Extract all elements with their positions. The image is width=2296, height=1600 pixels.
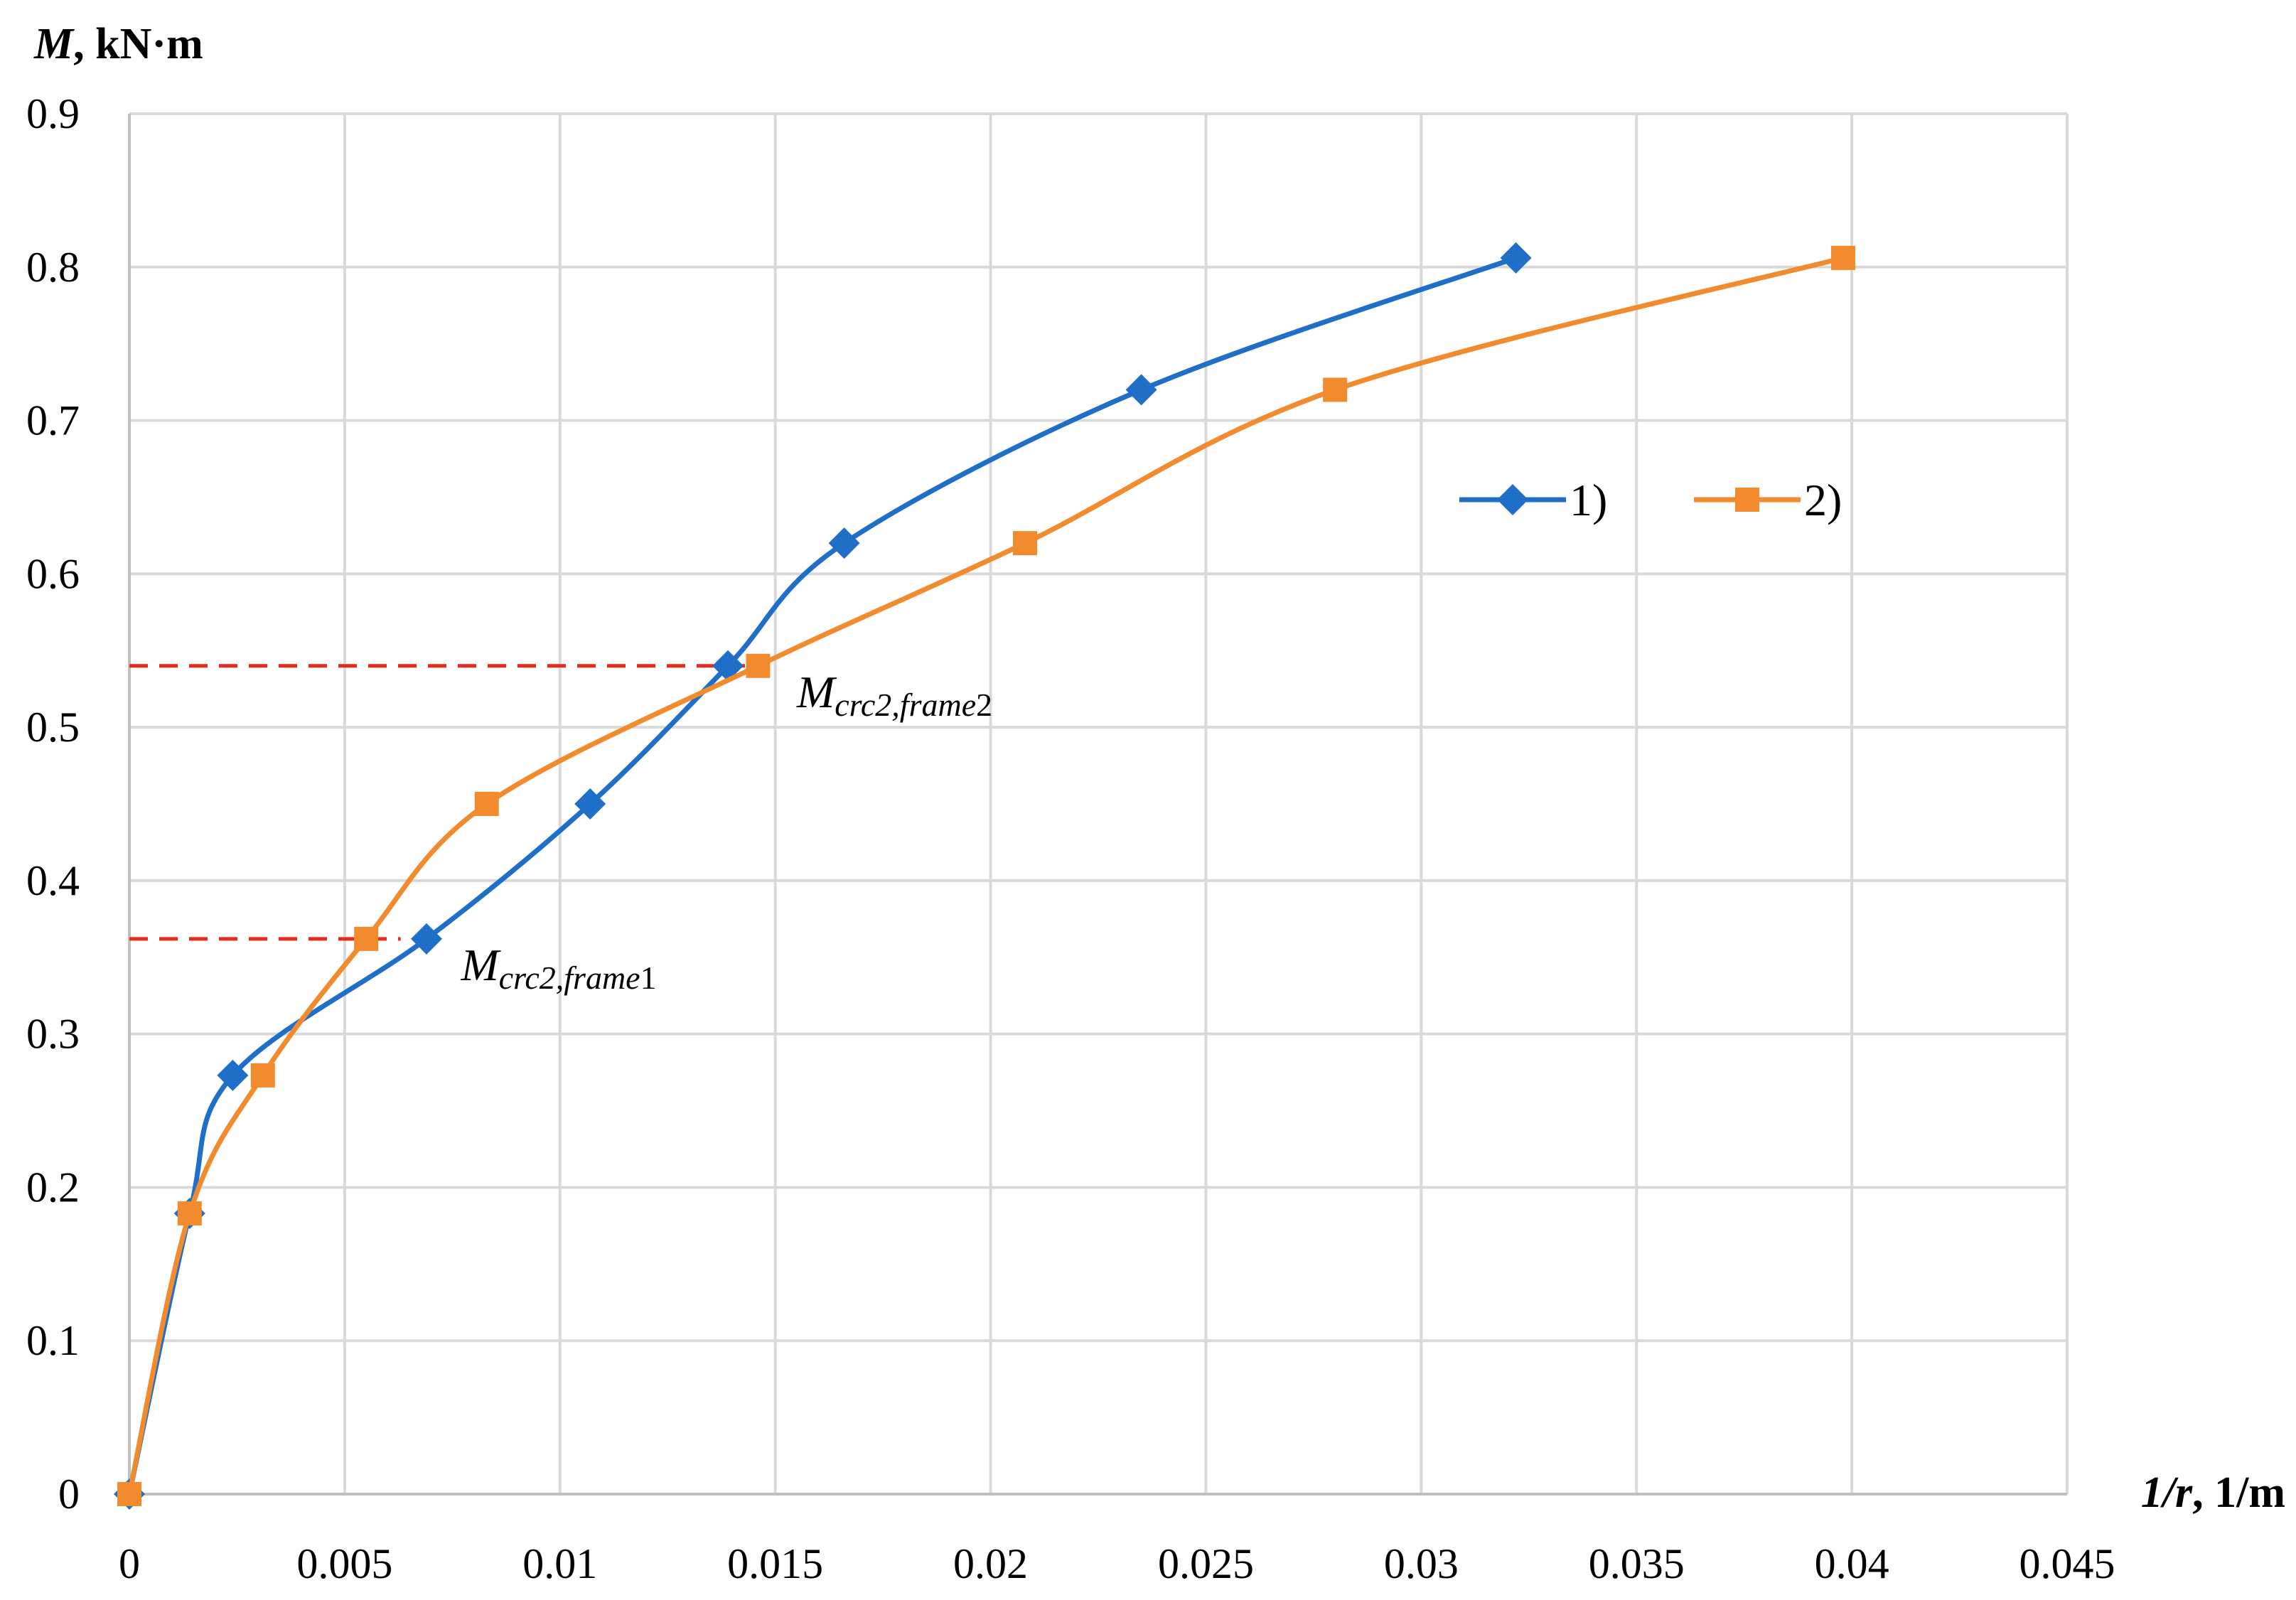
y-tick-label-1: 0.1 xyxy=(26,1317,80,1364)
series-1-line xyxy=(127,255,1517,1495)
tick-labels: 0 0.005 0.01 0.015 0.02 0.025 0.03 0.035 0.04 0.0… xyxy=(26,90,2115,1587)
x-tick-label-6: 0.03 xyxy=(1384,1540,1459,1587)
reference-lines xyxy=(129,664,758,941)
series-2-point-7 xyxy=(1323,377,1348,402)
y-tick-label-4: 0.4 xyxy=(26,857,80,904)
x-tick-label-5: 0.025 xyxy=(1158,1540,1254,1587)
series-1-point-4 xyxy=(574,788,606,820)
series-2-point-1 xyxy=(177,1201,202,1226)
y-tick-label-8: 0.8 xyxy=(26,244,80,291)
series-2-line xyxy=(127,255,1844,1495)
x-axis-title: 1/r, 1/m xyxy=(2141,1469,2285,1517)
annotation-2: Mcrc2,frame2 xyxy=(796,667,992,723)
axes xyxy=(128,114,2067,1496)
series-1-point-8 xyxy=(1500,242,1532,274)
y-tick-label-5: 0.5 xyxy=(26,704,80,751)
series-2-point-6 xyxy=(1013,531,1038,556)
y-tick-label-9: 0.9 xyxy=(26,90,80,137)
annotations: Mcrc2,frame1 Mcrc2,frame2 xyxy=(460,667,992,996)
y-tick-label-2: 0.2 xyxy=(26,1164,80,1210)
annotation-1: Mcrc2,frame1 xyxy=(460,940,656,996)
y-axis-title-italic: M xyxy=(33,20,75,68)
x-tick-label-3: 0.015 xyxy=(727,1540,823,1587)
y-tick-label-0: 0 xyxy=(58,1471,80,1518)
legend-label-1: 1) xyxy=(1570,475,1607,525)
series-2-point-5 xyxy=(746,653,771,678)
x-tick-label-1: 0.005 xyxy=(296,1540,392,1587)
series-1-point-2 xyxy=(217,1059,249,1091)
x-tick-label-0: 0 xyxy=(119,1540,140,1587)
y-tick-label-6: 0.6 xyxy=(26,550,80,597)
x-tick-label-4: 0.02 xyxy=(953,1540,1028,1587)
series-2 xyxy=(117,245,1855,1506)
series-2-point-8 xyxy=(1830,245,1855,270)
series-2-point-0 xyxy=(117,1482,141,1506)
legend-swatch-marker-1 xyxy=(1497,484,1528,515)
x-tick-label-9: 0.045 xyxy=(2019,1540,2115,1587)
legend-item-1: 1) xyxy=(1459,475,1607,525)
series-2-point-2 xyxy=(250,1063,275,1088)
x-axis-title-italic: 1/r xyxy=(2141,1469,2193,1517)
x-tick-label-8: 0.04 xyxy=(1815,1540,1889,1587)
series-1-point-5 xyxy=(712,650,744,682)
y-axis-title: M, kN·m xyxy=(33,20,203,68)
series-2-point-3 xyxy=(354,926,379,951)
x-axis-title-rest: , 1/m xyxy=(2192,1469,2285,1517)
series-1-point-3 xyxy=(410,923,442,955)
y-axis-title-rest: , kN·m xyxy=(73,20,203,68)
series-2-point-4 xyxy=(474,792,499,816)
series-1-point-7 xyxy=(1125,374,1157,406)
y-tick-label-7: 0.7 xyxy=(26,397,80,444)
series-1 xyxy=(114,242,1532,1510)
series-group xyxy=(114,242,1855,1510)
legend-item-2: 2) xyxy=(1694,475,1842,525)
series-1-point-6 xyxy=(828,527,860,559)
legend-label-2: 2) xyxy=(1804,475,1842,525)
x-tick-label-2: 0.01 xyxy=(522,1540,597,1587)
y-tick-label-3: 0.3 xyxy=(26,1011,80,1058)
legend: 1) 2) xyxy=(1459,475,1842,525)
x-tick-label-7: 0.035 xyxy=(1589,1540,1685,1587)
grid xyxy=(128,112,2069,1496)
legend-swatch-marker-2 xyxy=(1735,488,1759,512)
